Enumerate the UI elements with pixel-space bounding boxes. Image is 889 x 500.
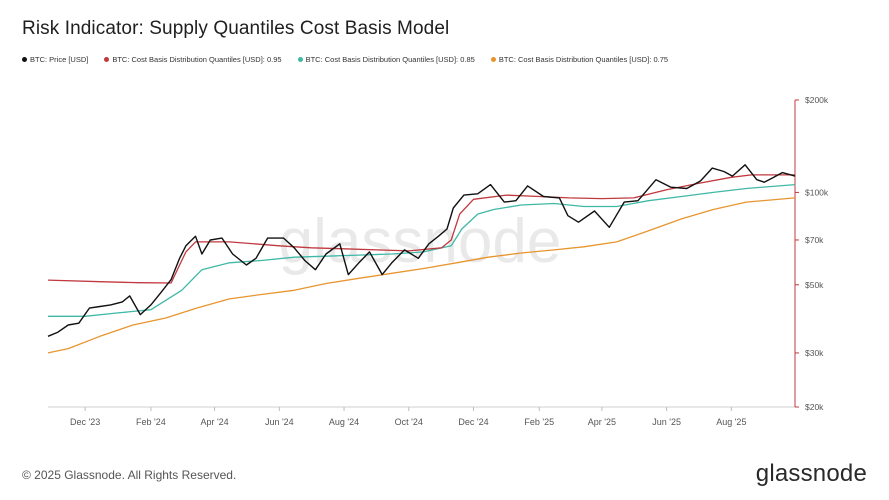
legend: BTC: Price [USD] BTC: Cost Basis Distrib… — [22, 55, 668, 64]
legend-item-q85[interactable]: BTC: Cost Basis Distribution Quantiles [… — [297, 55, 475, 64]
y-axis: $20k $30k $50k $70k $100k $200k — [795, 95, 829, 412]
legend-item-price[interactable]: BTC: Price [USD] — [22, 55, 88, 64]
series-layer — [47, 164, 796, 354]
legend-label: BTC: Price [USD] — [30, 55, 89, 64]
x-tick-label: Feb '25 — [524, 417, 554, 427]
x-tick-label: Jun '24 — [265, 417, 294, 427]
legend-item-q95[interactable]: BTC: Cost Basis Distribution Quantiles [… — [104, 55, 282, 64]
y-tick-label: $100k — [805, 187, 829, 197]
quantile-095-line — [47, 174, 795, 284]
chart-title: Risk Indicator: Supply Quantiles Cost Ba… — [22, 18, 450, 39]
price-line — [47, 164, 796, 337]
legend-label: BTC: Cost Basis Distribution Quantiles [… — [498, 55, 669, 64]
legend-dot-icon — [297, 57, 303, 62]
legend-label: BTC: Cost Basis Distribution Quantiles [… — [112, 55, 282, 64]
x-axis: Dec '23 Feb '24 Apr '24 Jun '24 Aug '24 Oct '… — [70, 407, 746, 427]
legend-dot-icon — [490, 57, 496, 62]
x-tick-label: Dec '24 — [458, 417, 488, 427]
x-tick-label: Aug '25 — [716, 417, 746, 427]
x-tick-label: Oct '24 — [395, 417, 423, 427]
copyright-text: © 2025 Glassnode. All Rights Reserved. — [22, 468, 237, 482]
x-tick-label: Apr '25 — [588, 417, 616, 427]
watermark: glassnode — [279, 207, 562, 276]
x-tick-label: Aug '24 — [329, 417, 359, 427]
quantile-075-line — [47, 197, 796, 354]
y-tick-label: $200k — [805, 95, 829, 105]
x-tick-label: Apr '24 — [200, 417, 228, 427]
brand-logo: glassnode — [755, 460, 867, 487]
legend-item-q75[interactable]: BTC: Cost Basis Distribution Quantiles [… — [490, 55, 669, 64]
x-tick-label: Jun '25 — [652, 417, 681, 427]
legend-label: BTC: Cost Basis Distribution Quantiles [… — [305, 55, 475, 64]
legend-dot-icon — [22, 57, 27, 62]
x-tick-label: Feb '24 — [136, 417, 166, 427]
y-tick-label: $70k — [805, 235, 824, 245]
y-tick-label: $20k — [805, 402, 824, 412]
legend-dot-icon — [104, 57, 110, 62]
y-tick-label: $30k — [805, 348, 824, 358]
x-tick-label: Dec '23 — [70, 417, 100, 427]
y-tick-label: $50k — [805, 280, 824, 290]
